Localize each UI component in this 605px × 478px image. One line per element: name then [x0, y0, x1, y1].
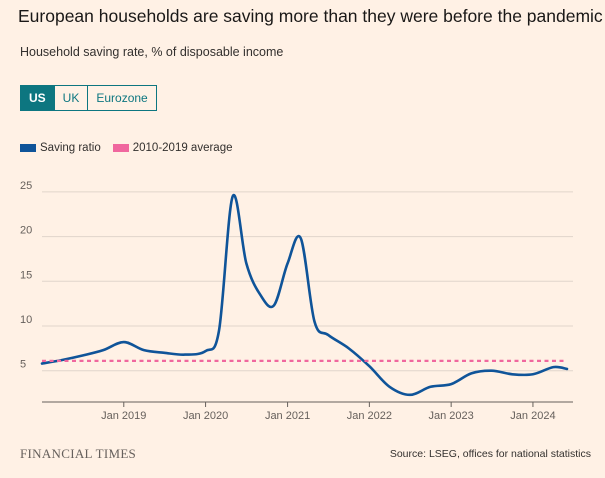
x-tick-label: Jan 2019 [101, 410, 146, 422]
x-tick-label: Jan 2020 [183, 410, 228, 422]
y-tick-label: 10 [20, 314, 32, 326]
source-note: Source: LSEG, offices for national stati… [389, 448, 591, 460]
chart-plot: 5 10 15 20 25 Jan 2019 Jan 2020 Jan 2021 Jan 202… [20, 180, 573, 422]
tab-us[interactable]: US [21, 86, 54, 110]
y-tick-label: 25 [20, 180, 32, 192]
region-tab-group: US UK Eurozone [20, 85, 157, 111]
y-tick-label: 20 [20, 225, 32, 237]
x-tick-label: Jan 2023 [429, 410, 474, 422]
saving-ratio-line [40, 193, 569, 397]
legend-swatch-saving-ratio [20, 144, 36, 152]
x-tick-label: Jan 2024 [510, 410, 555, 422]
chart-legend: Saving ratio 2010-2019 average [20, 142, 244, 154]
chart-title: European households are saving more than… [18, 6, 603, 26]
y-tick-label: 5 [20, 359, 26, 371]
legend-label-saving-ratio: Saving ratio [40, 142, 101, 154]
legend-item-average: 2010-2019 average [112, 142, 233, 154]
legend-swatch-average [112, 144, 129, 152]
y-tick-label: 15 [20, 269, 32, 281]
ft-brand-logo: FINANCIAL TIMES [20, 446, 137, 461]
legend-label-average: 2010-2019 average [132, 142, 233, 154]
tab-eurozone[interactable]: Eurozone [87, 86, 155, 110]
x-tick-label: Jan 2021 [265, 410, 310, 422]
tab-uk[interactable]: UK [53, 86, 88, 110]
chart-subtitle: Household saving rate, % of disposable i… [20, 45, 284, 59]
x-tick-label: Jan 2022 [347, 410, 392, 422]
legend-item-saving-ratio: Saving ratio [20, 142, 101, 154]
